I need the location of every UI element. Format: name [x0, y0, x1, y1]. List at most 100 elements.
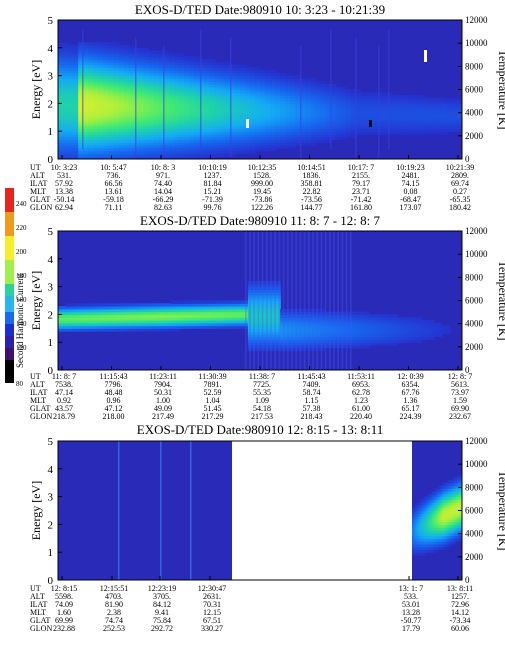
table-cell: -73.34: [450, 616, 471, 625]
table-cell: 0.27: [453, 187, 467, 196]
table-cell: 6953.: [352, 380, 370, 389]
table-cell: 6354.: [402, 380, 420, 389]
table-cell: 10:17: 7: [348, 163, 374, 172]
table-cell: 69.90: [451, 404, 469, 413]
y2-axis-label: Temperature [K]: [496, 49, 505, 129]
table-cell: 1.09: [255, 396, 269, 405]
table-cell: 47.14: [55, 388, 73, 397]
table-row-label: ILAT: [30, 179, 47, 188]
table-cell: 10:19:23: [396, 163, 424, 172]
y2-tick-label: 6000: [465, 296, 484, 306]
table-cell: 10:12:35: [248, 163, 276, 172]
table-cell: 74.15: [402, 179, 420, 188]
table-cell: 10:14:51: [297, 163, 325, 172]
table-cell: 84.12: [153, 600, 171, 609]
table-cell: 13.61: [105, 187, 123, 196]
spectrogram: [58, 441, 462, 580]
table-cell: 0.08: [404, 187, 418, 196]
table-cell: -73.86: [252, 195, 273, 204]
table-cell: 12.15: [203, 608, 221, 617]
y-tick-label: 4: [48, 254, 54, 266]
table-cell: 5598.: [55, 592, 73, 601]
table-cell: 2481.: [402, 171, 420, 180]
table-cell: -65.35: [450, 195, 471, 204]
table-cell: 1.15: [305, 396, 319, 405]
table-cell: -66.29: [153, 195, 174, 204]
y2-tick-label: 10000: [465, 459, 488, 469]
y2-tick-label: 2000: [465, 552, 484, 562]
table-cell: 232.67: [449, 412, 471, 421]
table-cell: 2155.: [352, 171, 370, 180]
table-row-label: GLAT: [30, 195, 51, 204]
table-cell: 22.82: [303, 187, 321, 196]
table-cell: 218.00: [103, 412, 125, 421]
spectrogram: [58, 231, 462, 370]
table-cell: 71.11: [105, 203, 123, 212]
colorbar-label: Second Harmonic Current: [15, 273, 25, 368]
table-cell: 13: 1: 7: [399, 584, 423, 593]
y-axis-label: Energy [eV]: [29, 481, 43, 540]
y2-tick-label: 8000: [465, 61, 484, 71]
y-tick-label: 0: [48, 154, 54, 166]
table-row-label: GLAT: [30, 616, 51, 625]
table-cell: -68.47: [400, 195, 421, 204]
table-row-label: ALT: [30, 171, 45, 180]
table-cell: 82.63: [154, 203, 172, 212]
table-cell: -59.18: [103, 195, 124, 204]
table-cell: 72.96: [451, 600, 469, 609]
table-row-label: MLT: [30, 608, 46, 617]
table-cell: 1257.: [451, 592, 469, 601]
table-cell: 50.31: [154, 388, 172, 397]
y-tick-label: 0: [48, 575, 54, 587]
table-cell: 99.76: [204, 203, 222, 212]
table-cell: 65.17: [402, 404, 420, 413]
table-cell: 17.79: [402, 624, 420, 633]
y-tick-label: 2: [48, 519, 54, 531]
table-cell: 1237.: [204, 171, 222, 180]
table-cell: 252.53: [103, 624, 125, 633]
table-cell: 7891.: [204, 380, 222, 389]
panel-title: EXOS-D/TED Date:980910 10: 3:23 - 10:21:…: [135, 2, 385, 17]
table-cell: 531.: [57, 171, 71, 180]
table-cell: 7409.: [303, 380, 321, 389]
y2-tick-label: 4000: [465, 108, 484, 118]
table-cell: 161.80: [350, 203, 372, 212]
y-tick-label: 3: [48, 492, 54, 504]
colorbar-tick-label: 120: [16, 344, 27, 352]
table-cell: 7725.: [253, 380, 271, 389]
panel-title: EXOS-D/TED Date:980910 12: 8:15 - 13: 8:…: [137, 422, 384, 437]
colorbar-tick-label: 220: [16, 224, 27, 232]
table-cell: 999.00: [251, 179, 273, 188]
table-cell: 11:45:43: [297, 372, 325, 381]
y-axis-label: Energy [eV]: [29, 271, 43, 330]
table-row-label: MLT: [30, 187, 46, 196]
table-cell: 224.39: [400, 412, 422, 421]
y2-tick-label: 4000: [465, 529, 484, 539]
table-cell: 0.96: [107, 396, 121, 405]
table-cell: 14.04: [154, 187, 172, 196]
table-cell: 14.12: [451, 608, 469, 617]
table-cell: 180.42: [449, 203, 471, 212]
table-cell: 49.09: [154, 404, 172, 413]
table-cell: 11:30:39: [198, 372, 226, 381]
table-cell: 1.00: [156, 396, 170, 405]
table-cell: 1.60: [57, 608, 71, 617]
y-tick-label: 5: [48, 436, 54, 448]
y2-tick-label: 6000: [465, 85, 484, 95]
y2-tick-label: 6000: [465, 506, 484, 516]
y2-tick-label: 0: [465, 154, 470, 164]
artifact-mark: [424, 50, 427, 62]
table-cell: 7904.: [154, 380, 172, 389]
y2-tick-label: 2000: [465, 342, 484, 352]
table-cell: 13.38: [55, 187, 73, 196]
table-row-label: UT: [30, 372, 41, 381]
table-cell: 2.38: [107, 608, 121, 617]
colorbar-tick-label: 180: [16, 272, 27, 280]
y-tick-label: 2: [48, 309, 54, 321]
y-tick-label: 3: [48, 71, 54, 83]
table-cell: 62.94: [55, 203, 73, 212]
table-cell: 1528.: [253, 171, 271, 180]
table-cell: 74.74: [105, 616, 123, 625]
table-cell: 122.26: [251, 203, 273, 212]
